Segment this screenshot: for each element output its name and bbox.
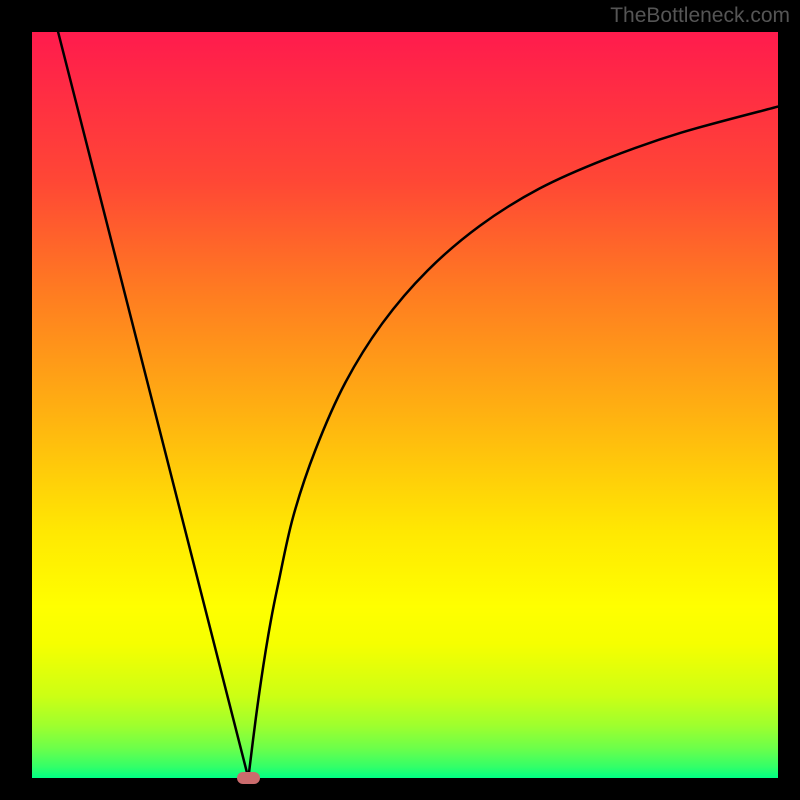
minimum-marker xyxy=(237,772,260,783)
plot-area xyxy=(32,32,778,778)
bottleneck-curve xyxy=(32,32,778,778)
curve-left-segment xyxy=(58,32,248,778)
chart-container: TheBottleneck.com xyxy=(0,0,800,800)
curve-right-segment xyxy=(248,107,778,778)
watermark-text: TheBottleneck.com xyxy=(610,4,790,28)
